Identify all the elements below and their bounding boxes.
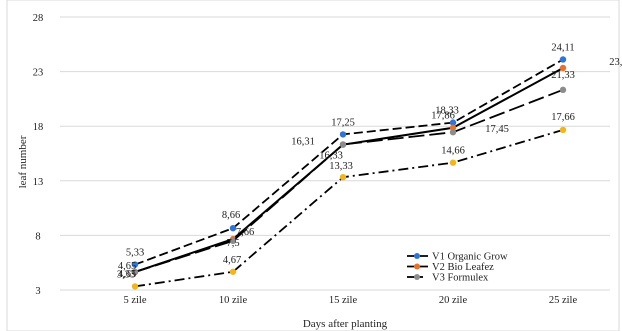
- x-tick-label: 25 zile: [549, 295, 578, 306]
- data-point: [339, 141, 347, 148]
- x-tick-label: 15 zile: [329, 295, 358, 306]
- y-tick-label: 8: [35, 231, 40, 242]
- data-label: 7,66: [236, 227, 254, 238]
- legend-label: V3 Formulex: [432, 273, 489, 284]
- legend-marker: [414, 263, 420, 270]
- data-label: 23,33: [609, 57, 622, 68]
- legend-marker: [414, 253, 420, 259]
- data-label: 24,11: [551, 42, 574, 53]
- chart-border: [6, 0, 620, 331]
- data-label: 13,33: [329, 161, 353, 172]
- y-tick-label: 3: [35, 286, 40, 297]
- data-label: 7,5: [226, 238, 239, 249]
- y-tick-label: 18: [33, 122, 44, 133]
- data-point: [449, 159, 457, 166]
- data-label: 17,66: [551, 112, 575, 123]
- x-axis-title: Days after planting: [303, 318, 388, 330]
- data-point: [449, 124, 457, 131]
- data-point: [339, 173, 347, 181]
- data-point: [229, 224, 237, 232]
- data-label: 21,33: [551, 70, 575, 81]
- y-axis-title: leaf number: [17, 135, 29, 188]
- legend-marker: [414, 274, 420, 280]
- x-tick-label: 20 zile: [439, 295, 468, 306]
- data-label: 17,45: [485, 124, 509, 135]
- data-point: [229, 237, 237, 245]
- series-line: [134, 89, 564, 273]
- data-label: 16,31: [291, 137, 315, 148]
- data-point: [449, 129, 457, 136]
- data-label: 4,65: [118, 269, 136, 280]
- data-label: 17,86: [431, 111, 455, 122]
- y-tick-label: 28: [33, 13, 44, 24]
- data-point: [559, 56, 567, 63]
- legend-label: V1 Organic Grow: [432, 252, 508, 263]
- data-point: [131, 283, 139, 290]
- y-tick-label: 23: [33, 68, 44, 79]
- legend-label: V2 Bio Leafez: [432, 262, 494, 273]
- data-label: 18,33: [435, 106, 459, 117]
- data-label: 4,67: [223, 255, 241, 266]
- data-label: 14,66: [441, 146, 465, 157]
- data-label: 3,33: [117, 269, 135, 280]
- data-point: [131, 268, 139, 276]
- data-point: [559, 64, 567, 72]
- data-point: [339, 131, 347, 138]
- x-tick-label: 5 zile: [123, 295, 146, 306]
- data-point: [559, 126, 567, 134]
- series-lines: [131, 56, 567, 290]
- x-axis-ticks: 5 zile 10 zile 15 zile 20 zile 25 zile: [123, 295, 577, 306]
- x-tick-label: 10 zile: [219, 295, 248, 306]
- data-labels: 5,33 8,66 17,25 18,33 24,11 4,65 7,66 16,31 17,8…: [117, 42, 622, 280]
- data-point: [559, 86, 567, 94]
- data-label: 5,33: [126, 248, 144, 259]
- data-point: [449, 119, 457, 126]
- data-label: 17,25: [331, 117, 355, 128]
- data-label: 16,33: [319, 150, 343, 161]
- gridlines: [60, 16, 610, 291]
- y-axis-ticks: 3 8 13 18 23 28: [33, 13, 44, 297]
- y-tick-label: 13: [33, 177, 44, 188]
- data-label: 4,65: [118, 261, 136, 272]
- data-point: [229, 268, 237, 275]
- data-label: 8,66: [222, 210, 240, 221]
- data-point: [131, 261, 139, 268]
